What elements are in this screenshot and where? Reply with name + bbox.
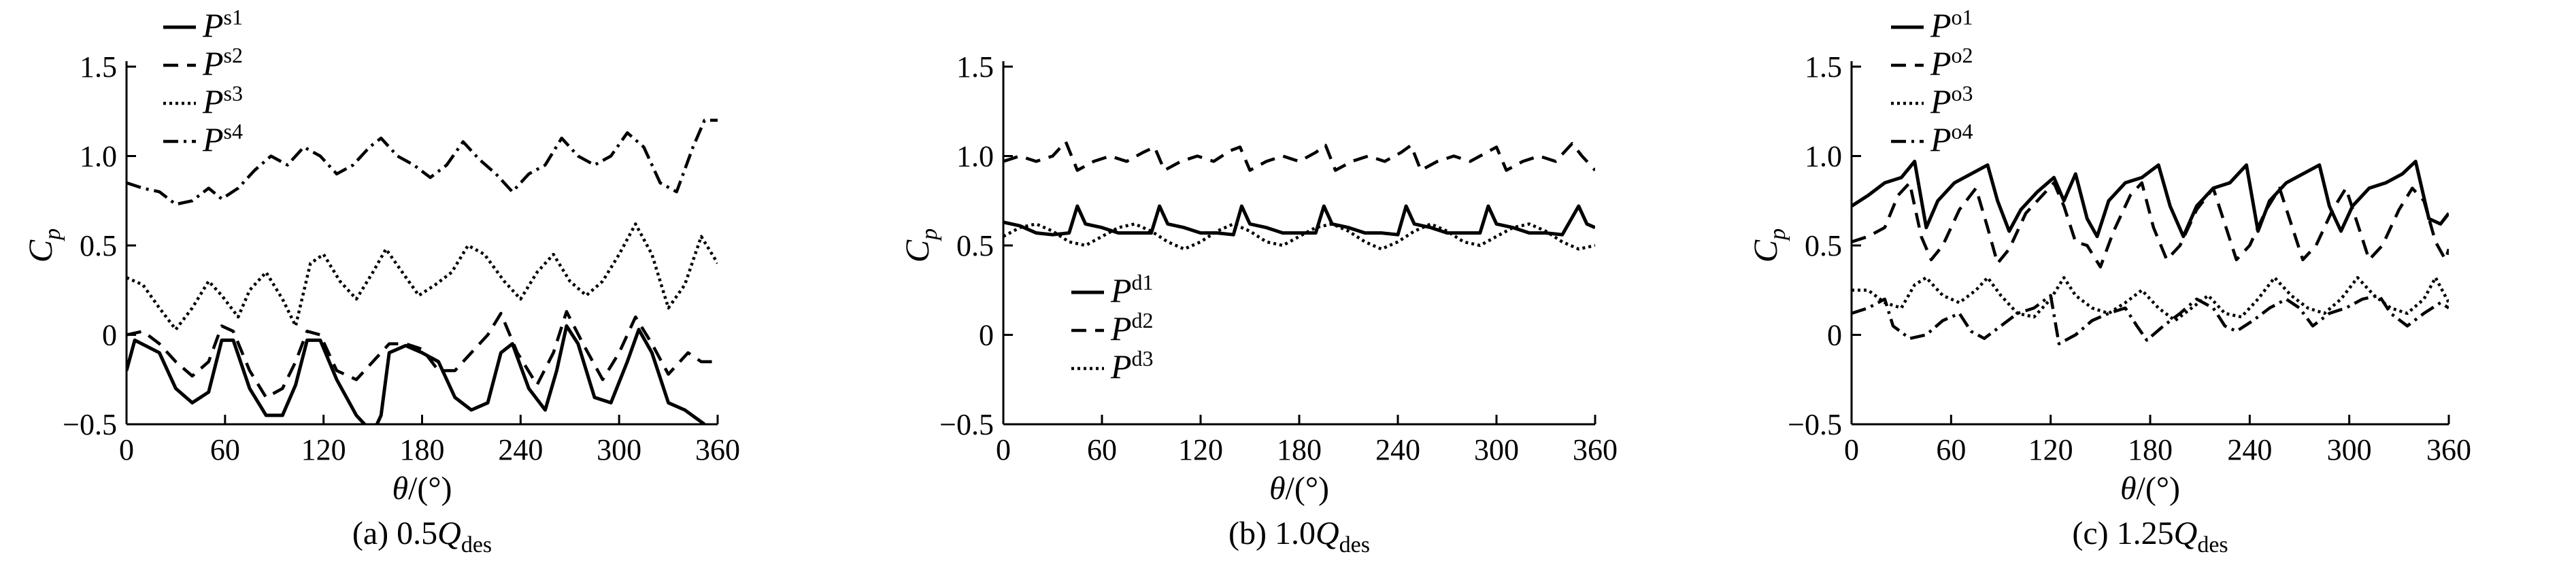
y-tick-label: −0.5 (63, 408, 117, 441)
y-axis-label: Cp (21, 228, 65, 262)
x-tick-label: 180 (2128, 433, 2173, 466)
series-line-s4 (127, 118, 718, 206)
series-line-s1 (127, 324, 706, 424)
y-tick-label: 1.0 (1805, 140, 1842, 173)
x-tick-label: 60 (1936, 433, 1966, 466)
y-tick-label: 0 (979, 319, 994, 352)
legend-label-s1: Ps1 (202, 5, 243, 44)
x-tick-label: 0 (119, 433, 134, 466)
x-tick-label: 360 (1573, 433, 1618, 466)
chart-panel-a: −0.500.51.01.50 60 120 180 240 300 360θ/(°)Cp(… (21, 5, 740, 558)
x-axis-label: θ/(°) (1269, 470, 1329, 507)
legend-label-s2: Ps2 (202, 43, 243, 82)
x-tick-label: 120 (1178, 433, 1223, 466)
x-tick-label: 360 (2426, 433, 2471, 466)
y-axis-label: Cp (898, 228, 942, 262)
x-tick-label: 300 (1474, 433, 1519, 466)
chart-panel-c: −0.500.51.01.50 60 120 180 240 300 360θ/(°)Cp(… (1746, 5, 2471, 558)
x-axis-label: θ/(°) (392, 470, 452, 507)
legend-label-d2: Pd2 (1110, 308, 1154, 347)
x-tick-label: 0 (1844, 433, 1859, 466)
x-tick-label: 240 (498, 433, 543, 466)
y-tick-label: 0 (1827, 319, 1842, 352)
panel-caption: (c) 1.25Qdes (2072, 515, 2228, 558)
y-tick-label: −0.5 (1788, 408, 1842, 441)
x-tick-label: 120 (2028, 433, 2073, 466)
x-tick-label: 0 (996, 433, 1011, 466)
series-line-s3 (127, 222, 718, 331)
legend-label-o2: Po2 (1930, 43, 1973, 82)
x-tick-label: 240 (1375, 433, 1420, 466)
x-tick-label: 240 (2227, 433, 2272, 466)
legend-label-d1: Pd1 (1110, 270, 1154, 309)
y-tick-label: 1.5 (80, 50, 117, 84)
y-tick-label: −0.5 (939, 408, 994, 441)
y-tick-label: 1.5 (956, 50, 994, 84)
chart-panel-b: −0.500.51.01.50 60 120 180 240 300 360θ/(°)Cp(… (898, 50, 1618, 558)
legend-label-s3: Ps3 (202, 81, 243, 120)
x-tick-label: 300 (597, 433, 641, 466)
legend-label-s4: Ps4 (202, 119, 243, 158)
legend-label-d3: Pd3 (1110, 346, 1154, 386)
x-tick-label: 120 (301, 433, 346, 466)
x-tick-label: 300 (2327, 433, 2372, 466)
panel-caption: (b) 1.0Qdes (1228, 515, 1370, 558)
x-tick-label: 180 (400, 433, 445, 466)
legend-label-o4: Po4 (1930, 119, 1973, 158)
series-line-o3 (1852, 276, 2449, 322)
x-axis-label: θ/(°) (2120, 470, 2180, 507)
y-tick-label: 1.0 (956, 140, 994, 173)
series-line-o1 (1852, 159, 2449, 239)
y-tick-label: 0.5 (1805, 229, 1842, 262)
y-tick-label: 0.5 (80, 229, 117, 262)
legend-label-o1: Po1 (1930, 5, 1973, 44)
series-line-o2 (1852, 181, 2449, 269)
y-tick-label: 0.5 (956, 229, 994, 262)
x-tick-label: 180 (1277, 433, 1322, 466)
y-tick-label: 0 (102, 319, 117, 352)
x-tick-label: 60 (210, 433, 240, 466)
series-line-s2 (127, 310, 718, 399)
x-tick-label: 360 (695, 433, 740, 466)
y-tick-label: 1.5 (1805, 50, 1842, 84)
x-tick-label: 60 (1087, 433, 1117, 466)
legend-label-o3: Po3 (1930, 81, 1973, 120)
series-line-d2 (1003, 140, 1595, 172)
y-axis-label: Cp (1746, 228, 1790, 262)
y-tick-label: 1.0 (80, 140, 117, 173)
panel-caption: (a) 0.5Qdes (352, 515, 492, 558)
series-line-o4 (1852, 294, 2449, 345)
